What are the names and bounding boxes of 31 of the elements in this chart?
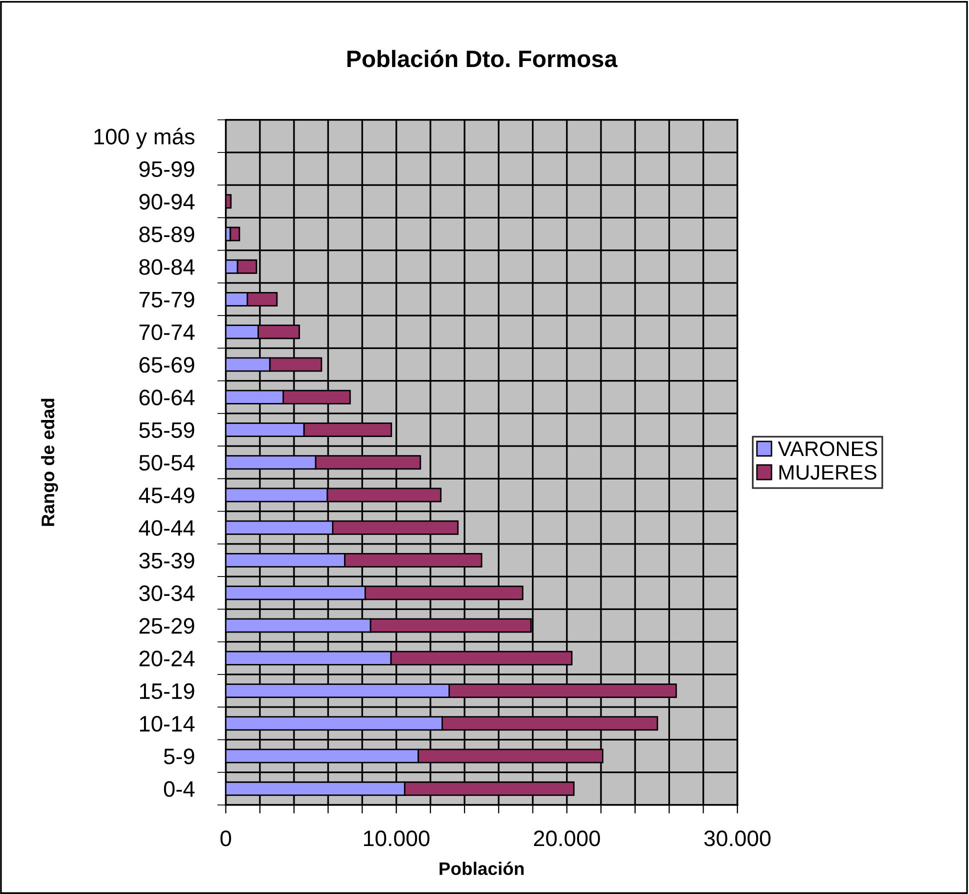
y-tick-label: 40-44 — [138, 520, 195, 536]
y-tick-label: 10-14 — [140, 716, 195, 732]
x-tick-label: 30.000 — [704, 830, 771, 846]
y-tick-label: 85-89 — [139, 226, 194, 242]
x-axis-title: Población — [440, 862, 524, 876]
x-tick-label: 0 — [220, 830, 232, 846]
x-tick-label: 20.000 — [534, 830, 600, 846]
y-tick-label: 65-69 — [140, 357, 194, 373]
y-tick-label: 45-49 — [138, 488, 194, 504]
y-tick-label: 60-64 — [140, 390, 195, 406]
y-tick-label: 75-79 — [140, 292, 194, 308]
y-tick-label: 50-54 — [139, 454, 195, 471]
y-axis-title: Rango de edad — [41, 398, 58, 526]
chart-title: Población Dto. Formosa — [347, 50, 618, 68]
legend-label: MUJERES — [779, 465, 876, 480]
y-tick-label: 90-94 — [139, 194, 195, 210]
y-tick-label: 30-34 — [139, 585, 195, 602]
x-tick-label: 10.000 — [364, 830, 430, 846]
y-tick-label: 25-29 — [140, 618, 194, 634]
bar — [230, 226, 240, 242]
y-tick-label: 5-9 — [164, 748, 194, 764]
legend-label: VARONES — [778, 441, 878, 456]
y-tick-label: 100 y más — [94, 128, 194, 149]
y-tick-label: 35-39 — [139, 552, 194, 569]
y-tick-label: 20-24 — [140, 650, 195, 666]
y-tick-label: 95-99 — [139, 161, 194, 178]
y-tick-label: 0-4 — [164, 781, 195, 797]
y-tick-label: 55-59 — [139, 422, 194, 438]
y-tick-label: 15-19 — [140, 683, 194, 700]
y-tick-label: 70-74 — [140, 324, 195, 340]
y-tick-label: 80-84 — [139, 259, 195, 275]
